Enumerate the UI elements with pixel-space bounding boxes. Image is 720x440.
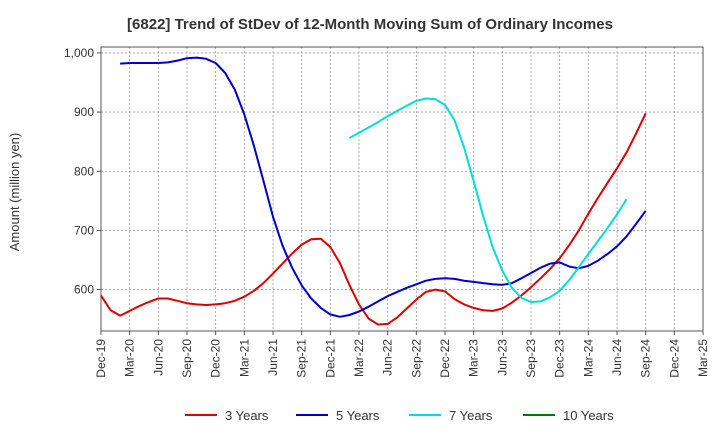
x-tick-label: Dec-21 <box>323 339 337 378</box>
x-axis: Dec-19 Mar-20 Jun-20 Sep-20 Dec-20 Mar-21 Jun-… <box>94 331 710 378</box>
x-tick-label: Sep-23 <box>524 339 538 378</box>
x-tick-label: Mar-23 <box>467 339 481 377</box>
grid-lines <box>100 47 704 331</box>
y-tick-label: 1,000 <box>64 46 94 60</box>
chart-title: [6822] Trend of StDev of 12-Month Moving… <box>127 16 613 33</box>
y-tick-label: 800 <box>74 164 94 178</box>
x-tick-label: Sep-21 <box>295 339 309 378</box>
y-axis-label: Amount (million yen) <box>7 133 22 252</box>
y-axis: 600 700 800 900 1,000 <box>64 46 101 297</box>
legend-label: 10 Years <box>563 408 614 423</box>
x-tick-label: Jun-24 <box>610 339 624 376</box>
legend-label: 7 Years <box>449 408 493 423</box>
x-tick-label: Dec-19 <box>94 339 108 378</box>
x-tick-label: Sep-20 <box>180 339 194 378</box>
plot-area <box>100 46 704 332</box>
x-tick-label: Jun-23 <box>495 339 509 376</box>
x-tick-label: Sep-22 <box>409 339 423 378</box>
legend: 3 Years 5 Years 7 Years 10 Years <box>185 408 614 423</box>
x-tick-label: Mar-22 <box>352 339 366 377</box>
x-tick-label: Dec-23 <box>553 339 567 378</box>
x-tick-label: Mar-25 <box>696 339 710 377</box>
legend-label: 3 Years <box>225 408 269 423</box>
y-tick-label: 700 <box>74 223 94 237</box>
x-tick-label: Sep-24 <box>639 339 653 378</box>
series-line <box>100 112 647 326</box>
x-tick-label: Jun-21 <box>266 339 280 376</box>
x-tick-label: Mar-20 <box>123 339 137 377</box>
x-tick-label: Mar-24 <box>581 339 595 377</box>
series-line <box>120 56 647 318</box>
x-tick-label: Dec-22 <box>438 339 452 378</box>
x-tick-label: Dec-24 <box>667 339 681 378</box>
legend-label: 5 Years <box>336 408 380 423</box>
y-tick-label: 900 <box>74 105 94 119</box>
series-line <box>348 97 628 303</box>
y-tick-label: 600 <box>74 283 94 297</box>
x-tick-label: Jun-20 <box>151 339 165 376</box>
series-lines <box>100 56 647 326</box>
x-tick-label: Jun-22 <box>381 339 395 376</box>
x-tick-label: Dec-20 <box>209 339 223 378</box>
x-tick-label: Mar-21 <box>237 339 251 377</box>
